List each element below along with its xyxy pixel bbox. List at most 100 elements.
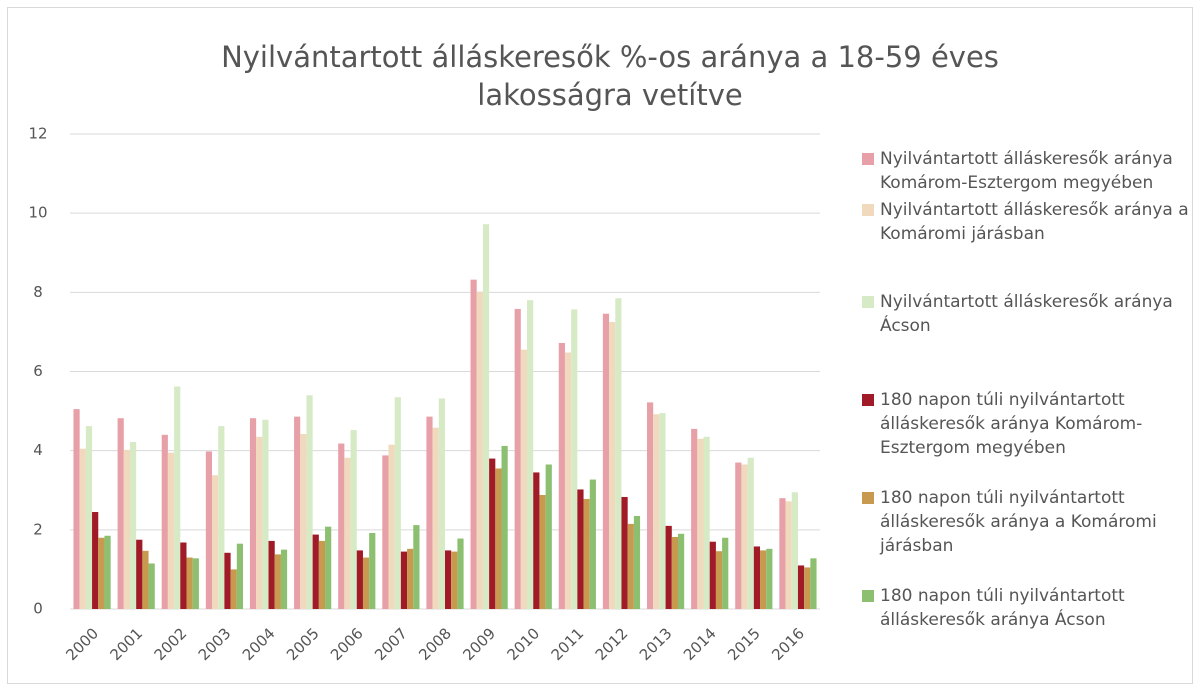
x-tick-label: 2006 (327, 624, 367, 664)
bar (810, 558, 817, 609)
x-tick-label: 2005 (283, 624, 323, 664)
legend-swatch (862, 204, 874, 216)
legend-label: 180 napon túli nyilvántartott álláskeres… (880, 488, 1157, 556)
bar (715, 551, 723, 609)
bar (167, 452, 175, 609)
y-tick-label: 10 (28, 204, 47, 222)
bar (312, 534, 319, 609)
bar (741, 464, 748, 609)
bar (205, 451, 213, 609)
bar (482, 224, 490, 609)
bar (445, 550, 452, 609)
bar (148, 563, 155, 609)
legend-entry: 180 napon túli nyilvántartott álláskeres… (862, 584, 1200, 632)
bar (344, 457, 351, 609)
legend-label: Nyilvántartott álláskeresők aránya a Kom… (880, 200, 1189, 244)
y-tick-label: 0 (33, 600, 43, 618)
bar (495, 468, 502, 609)
legend-entry: 180 napon túli nyilvántartott álláskeres… (862, 486, 1200, 558)
bar (583, 498, 590, 609)
bar (691, 428, 698, 609)
bar (218, 426, 225, 609)
legend-label: 180 napon túli nyilvántartott álláskeres… (880, 586, 1125, 630)
bar (274, 554, 281, 609)
y-tick-label: 2 (33, 520, 43, 538)
legend-swatch (862, 492, 874, 504)
bar (665, 525, 672, 609)
bar (633, 515, 641, 609)
bar (382, 455, 389, 609)
bar (236, 543, 244, 609)
bar (73, 409, 80, 609)
bar (394, 397, 401, 609)
bar (747, 457, 754, 609)
bar (369, 533, 376, 609)
bar (514, 308, 521, 609)
bar (457, 538, 464, 609)
x-tick-label: 2002 (151, 624, 191, 664)
bar (123, 449, 130, 609)
bar (432, 427, 439, 609)
bar (659, 413, 666, 609)
x-tick-label: 2012 (592, 624, 632, 664)
bar (602, 313, 610, 609)
bar (671, 536, 678, 609)
bar (224, 552, 231, 609)
bar (407, 548, 414, 609)
bar (280, 549, 288, 609)
bar (104, 535, 111, 609)
bar (79, 448, 86, 609)
bar (413, 525, 420, 609)
x-tick-label: 2015 (724, 624, 764, 664)
bar (697, 438, 704, 609)
bar (533, 472, 540, 609)
bar (797, 565, 805, 609)
legend-entry: 180 napon túli nyilvántartott álláskeres… (862, 388, 1200, 460)
bar (300, 434, 307, 609)
y-tick-label: 6 (33, 362, 43, 380)
x-tick-label: 2011 (548, 624, 588, 664)
bar (571, 309, 578, 609)
bar (753, 546, 761, 609)
bar (438, 398, 445, 609)
bar (85, 426, 93, 609)
chart-title: Nyilvántartott álláskeresők %-os aránya … (221, 40, 999, 112)
x-tick-label: 2004 (239, 624, 279, 664)
bar (558, 343, 565, 609)
bar (520, 349, 528, 609)
bar (489, 458, 496, 609)
bar (703, 436, 710, 609)
legend-swatch (862, 296, 874, 308)
bar (785, 501, 792, 609)
x-tick-label: 2008 (415, 624, 455, 664)
bar (318, 540, 326, 609)
legend-swatch (862, 153, 874, 165)
bar (356, 550, 363, 609)
bar (350, 430, 357, 609)
bar (192, 558, 199, 609)
bar (136, 539, 143, 609)
x-tick-label: 2016 (768, 624, 808, 664)
bar (779, 498, 786, 609)
bar (621, 496, 628, 609)
legend-entry: Nyilvántartott álláskeresők aránya Ácson (862, 290, 1200, 338)
bar (268, 540, 275, 609)
bar (804, 567, 811, 609)
bar (722, 537, 729, 609)
bar (306, 395, 313, 609)
x-tick-label: 2009 (459, 624, 499, 664)
x-tick-label: 2003 (195, 624, 235, 664)
bar (426, 416, 433, 609)
bar (564, 352, 572, 609)
bar (388, 444, 395, 609)
bar (129, 441, 137, 609)
bar (262, 419, 269, 609)
bar (230, 569, 237, 609)
bar (501, 445, 508, 609)
bar (256, 436, 263, 609)
legend-entry: Nyilvántartott álláskeresők aránya a Kom… (862, 198, 1200, 246)
bar (545, 464, 552, 609)
y-tick-label: 8 (33, 283, 43, 301)
